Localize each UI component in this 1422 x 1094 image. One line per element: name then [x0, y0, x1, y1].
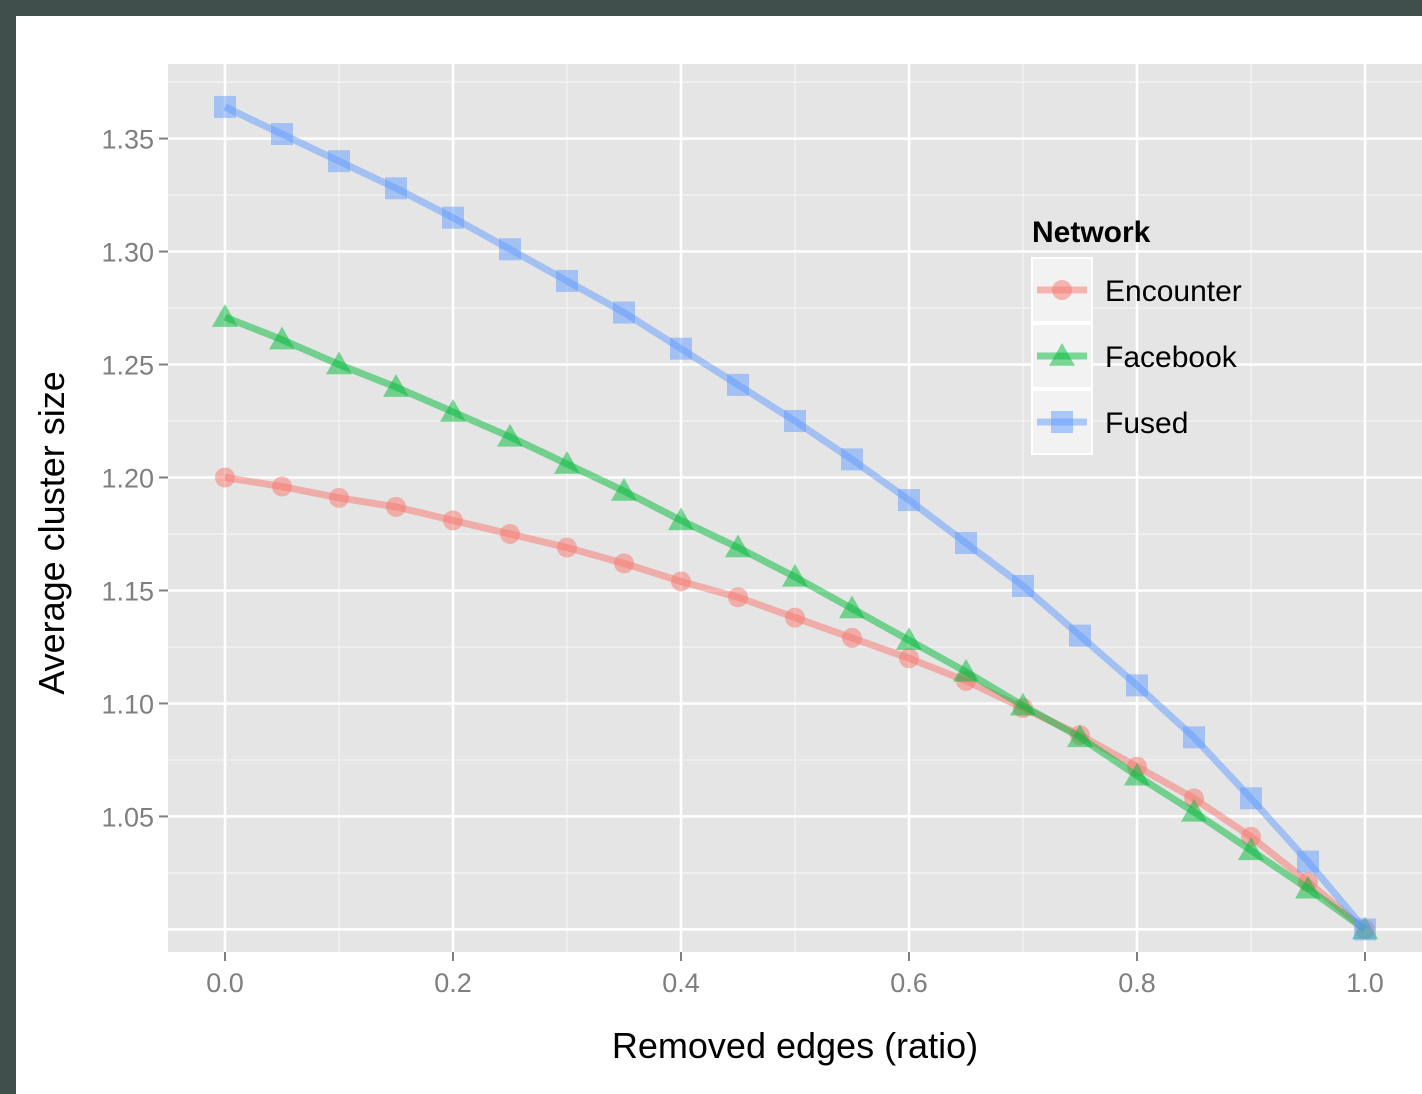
x-tick-label: 0.2: [434, 968, 472, 998]
data-point-facebook: [383, 374, 409, 397]
y-tick-label: 1.10: [101, 689, 154, 719]
data-point-fused: [784, 410, 806, 433]
legend-title: Network: [1032, 216, 1151, 249]
data-point-encounter: [899, 648, 919, 669]
data-point-fused: [328, 150, 350, 173]
x-tick-label: 0.0: [206, 968, 244, 998]
x-tick-label: 0.6: [890, 968, 928, 998]
x-tick-label: 1.0: [1346, 968, 1384, 998]
data-point-facebook: [782, 563, 808, 587]
data-point-fused: [1297, 850, 1319, 873]
y-axis-title: Average cluster size: [31, 371, 72, 695]
major-gridlines: [168, 64, 1422, 952]
data-point-facebook: [725, 534, 751, 558]
data-point-fused: [841, 448, 863, 471]
data-point-encounter: [215, 467, 235, 488]
legend-item-facebook: Facebook: [1031, 323, 1238, 389]
legend-items: Encounter Facebook Fused: [1031, 257, 1242, 455]
data-point-fused: [499, 238, 521, 261]
y-tick-label: 1.20: [101, 463, 154, 493]
data-point-facebook: [1181, 798, 1207, 822]
data-point-facebook: [953, 658, 979, 682]
data-point-fused: [556, 269, 578, 292]
y-tick-label: 1.30: [101, 238, 154, 268]
data-point-facebook: [212, 304, 238, 327]
legend-marker-encounter: [1052, 280, 1072, 300]
data-point-fused: [385, 177, 407, 200]
data-point-fused: [1240, 787, 1262, 810]
legend-item-fused: Fused: [1031, 389, 1188, 455]
legend-item-encounter: Encounter: [1031, 257, 1242, 323]
chart-svg: 1.051.101.151.201.251.301.35 0.0 0.2 0.4 0.…: [31, 64, 1422, 1066]
data-point-fused: [727, 373, 749, 396]
data-point-facebook: [554, 450, 580, 474]
data-point-facebook: [440, 398, 466, 422]
data-point-encounter: [842, 627, 862, 648]
data-point-facebook: [1295, 875, 1321, 899]
data-point-facebook: [1010, 692, 1036, 716]
data-point-facebook: [326, 351, 352, 375]
legend-label-fused: Fused: [1105, 407, 1188, 440]
legend: Network Encounter Facebook Fused: [1031, 216, 1242, 455]
data-point-fused: [898, 489, 920, 512]
x-tick-label: 0.4: [662, 968, 700, 998]
series-layer: [212, 95, 1378, 941]
data-point-encounter: [614, 553, 634, 574]
y-tick-label: 1.15: [101, 576, 154, 606]
data-point-facebook: [1067, 724, 1093, 748]
data-point-encounter: [1241, 826, 1261, 847]
data-point-encounter: [557, 537, 577, 558]
y-tick-label: 1.25: [101, 351, 154, 381]
legend-label-facebook: Facebook: [1105, 341, 1238, 374]
data-point-facebook: [497, 423, 523, 447]
data-point-fused: [1354, 918, 1376, 941]
x-axis-title: Removed edges (ratio): [612, 1025, 978, 1066]
data-point-fused: [670, 337, 692, 360]
data-point-fused: [214, 95, 236, 118]
series-fused: [214, 95, 1376, 941]
data-point-encounter: [500, 523, 520, 544]
legend-marker-fused: [1051, 411, 1073, 433]
legend-marker-facebook: [1049, 343, 1075, 366]
data-point-fused: [1012, 574, 1034, 597]
data-point-encounter: [728, 587, 748, 608]
data-point-encounter: [671, 571, 691, 592]
data-point-fused: [1069, 624, 1091, 647]
data-point-fused: [442, 206, 464, 229]
y-axis-ticks: 1.05 1.10 1.15 1.20 1.25 1.30 1.35: [101, 125, 168, 832]
data-point-fused: [1126, 674, 1148, 697]
data-point-fused: [613, 301, 635, 324]
data-point-facebook: [269, 326, 295, 350]
data-point-encounter: [443, 510, 463, 531]
data-point-facebook: [839, 595, 865, 619]
x-tick-label: 0.8: [1118, 968, 1156, 998]
data-point-facebook: [611, 478, 637, 501]
y-tick-label: 1.05: [101, 802, 154, 832]
data-point-encounter: [386, 496, 406, 517]
data-point-facebook: [1124, 762, 1150, 786]
y-tick-label: 1.35: [101, 125, 154, 155]
data-point-fused: [1183, 726, 1205, 749]
data-point-facebook: [668, 507, 694, 531]
data-point-encounter: [785, 607, 805, 628]
legend-label-encounter: Encounter: [1105, 275, 1242, 308]
data-point-encounter: [272, 476, 292, 497]
chart-frame: 1.05 1.10 1.15 1.20 1.25 1.30 1.35 0.0 0.2 0.4 0.…: [16, 16, 1422, 1094]
data-point-facebook: [1238, 837, 1264, 861]
data-point-fused: [955, 532, 977, 555]
data-point-facebook: [896, 627, 922, 650]
data-point-encounter: [329, 487, 349, 508]
data-point-encounter: [1184, 788, 1204, 809]
data-point-fused: [271, 123, 293, 146]
x-axis-ticks: 0.0 0.2 0.4 0.6 0.8 1.0: [206, 952, 1384, 998]
